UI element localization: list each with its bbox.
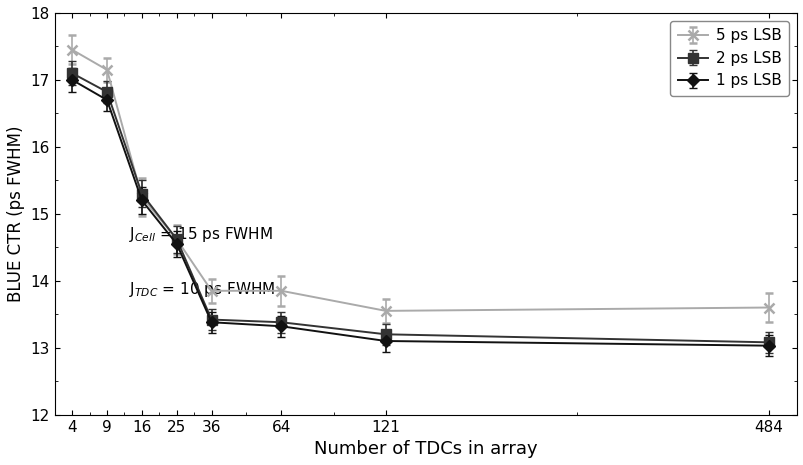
- Legend: 5 ps LSB, 2 ps LSB, 1 ps LSB: 5 ps LSB, 2 ps LSB, 1 ps LSB: [669, 20, 789, 96]
- Text: J$_{Cell}$ = 15 ps FWHM

J$_{TDC}$ = 10 ps FWHM: J$_{Cell}$ = 15 ps FWHM J$_{TDC}$ = 10 p…: [128, 225, 275, 299]
- Y-axis label: BLUE CTR (ps FWHM): BLUE CTR (ps FWHM): [7, 126, 25, 302]
- X-axis label: Number of TDCs in array: Number of TDCs in array: [314, 440, 537, 458]
